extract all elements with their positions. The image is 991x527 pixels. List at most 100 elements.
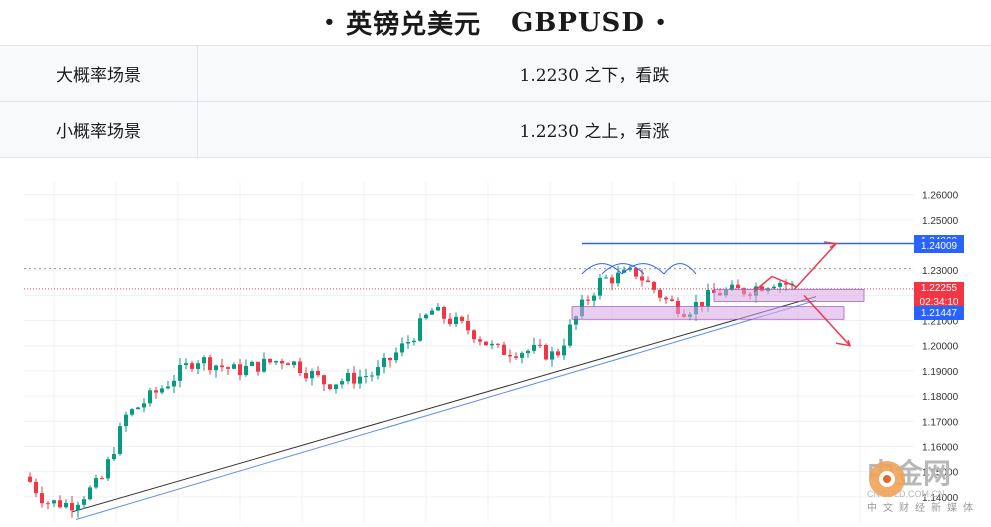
- candle-body: [640, 276, 644, 281]
- candle-body: [100, 478, 104, 480]
- candle-body: [310, 371, 314, 379]
- candle-body: [166, 386, 170, 389]
- candle-body: [592, 295, 596, 301]
- watermark-tagline: 中文财经新媒体: [867, 503, 979, 514]
- bearish-arrow-head: [835, 339, 852, 347]
- candle-body: [304, 373, 308, 379]
- candle-body: [652, 282, 656, 290]
- y-tick-label: 1.17000: [922, 417, 959, 428]
- scenario-row-minor: 小概率场景 1.2230 之上，看涨: [0, 102, 991, 158]
- candle-body: [598, 277, 602, 296]
- candle-body: [256, 361, 260, 372]
- candle-body: [730, 284, 734, 291]
- candle-body: [196, 363, 200, 369]
- candle-body: [784, 283, 788, 285]
- candle-body: [232, 364, 236, 369]
- zigzag-path: [753, 275, 797, 293]
- pair-name: 英镑兑美元: [346, 10, 482, 40]
- trend-line-black: [71, 296, 817, 513]
- candle-body: [772, 286, 776, 289]
- candle-body: [274, 360, 278, 363]
- candle-body: [136, 407, 140, 410]
- candle-body: [76, 504, 80, 511]
- candle-body: [706, 290, 710, 307]
- candle-body: [334, 384, 338, 389]
- candle-body: [160, 388, 164, 393]
- candle-body: [430, 310, 434, 315]
- candle-body: [658, 289, 662, 298]
- trend-lines: [24, 242, 914, 520]
- candle-body: [496, 343, 500, 345]
- candle-body: [550, 351, 554, 360]
- candle-body: [562, 345, 566, 356]
- candle-body: [352, 372, 356, 384]
- price-tag: 1.21447: [914, 306, 964, 321]
- bullish-arrow-head: [823, 241, 839, 249]
- candle-body: [190, 363, 194, 369]
- candle-body: [124, 414, 128, 427]
- resistance-zone: [713, 288, 865, 302]
- candle-body: [70, 502, 74, 511]
- candle-body: [616, 272, 620, 284]
- candle-body: [388, 357, 392, 361]
- trend-line-blue: [75, 299, 817, 520]
- candle-body: [292, 361, 296, 366]
- y-tick-label: 1.19000: [922, 367, 959, 378]
- candle-body: [418, 318, 422, 341]
- candle-body: [568, 324, 572, 346]
- scenario-text: 1.2230 之上，看涨: [519, 122, 670, 142]
- candle-body: [28, 476, 32, 482]
- candle-body: [736, 284, 740, 289]
- candle-body: [574, 316, 578, 325]
- candles: [28, 265, 794, 518]
- support-zone: [571, 306, 845, 320]
- candle-body: [370, 375, 374, 377]
- candle-body: [238, 364, 242, 376]
- price-tag: 1.22255: [914, 281, 964, 296]
- price-tag: 02:34:10: [914, 295, 964, 310]
- watermark: 中金网 CNGOLD.COM.CN 中文财经新媒体: [867, 459, 979, 515]
- bullish-arrow: [793, 243, 837, 291]
- candle-body: [142, 403, 146, 408]
- candle-body: [424, 314, 428, 319]
- candle-body: [400, 343, 404, 353]
- watermark-domain: CNGOLD.COM.CN: [867, 489, 945, 499]
- candle-body: [172, 380, 176, 387]
- candle-body: [556, 351, 560, 356]
- candle-body: [604, 277, 608, 279]
- price-chart[interactable]: 1.260001.250001.230001.220001.210001.200…: [24, 182, 991, 522]
- candle-body: [436, 307, 440, 311]
- candle-body: [634, 268, 638, 277]
- candle-body: [130, 409, 134, 415]
- candle-body: [58, 500, 62, 508]
- candle-body: [64, 502, 68, 508]
- scenario-table: 大概率场景 1.2230 之下，看跌 小概率场景 1.2230 之上，看涨: [0, 45, 991, 158]
- candle-body: [514, 356, 518, 358]
- candle-body: [268, 358, 272, 363]
- candle-body: [490, 343, 494, 346]
- candle-body: [226, 367, 230, 369]
- candle-body: [586, 299, 590, 301]
- y-tick-label: 1.20000: [922, 342, 959, 353]
- y-tick-label: 1.16000: [922, 442, 959, 453]
- candle-body: [454, 316, 458, 325]
- candle-body: [670, 299, 674, 301]
- candle-body: [52, 500, 56, 504]
- candle-body: [484, 341, 488, 346]
- y-tick-label: 1.21000: [922, 317, 959, 328]
- candle-body: [82, 499, 86, 505]
- candle-body: [538, 344, 542, 346]
- y-tick-label: 1.18000: [922, 392, 959, 403]
- candle-body: [118, 426, 122, 455]
- candle-body: [532, 344, 536, 351]
- candle-body: [520, 353, 524, 358]
- scenario-label: 小概率场景: [0, 102, 198, 157]
- candle-body: [184, 363, 188, 366]
- candle-body: [478, 339, 482, 342]
- page-title: • 英镑兑美元 GBPUSD •: [0, 0, 991, 45]
- candle-body: [610, 277, 614, 284]
- candle-body: [340, 381, 344, 385]
- candle-body: [472, 330, 476, 340]
- candle-body: [148, 390, 152, 404]
- candle-body: [778, 283, 782, 287]
